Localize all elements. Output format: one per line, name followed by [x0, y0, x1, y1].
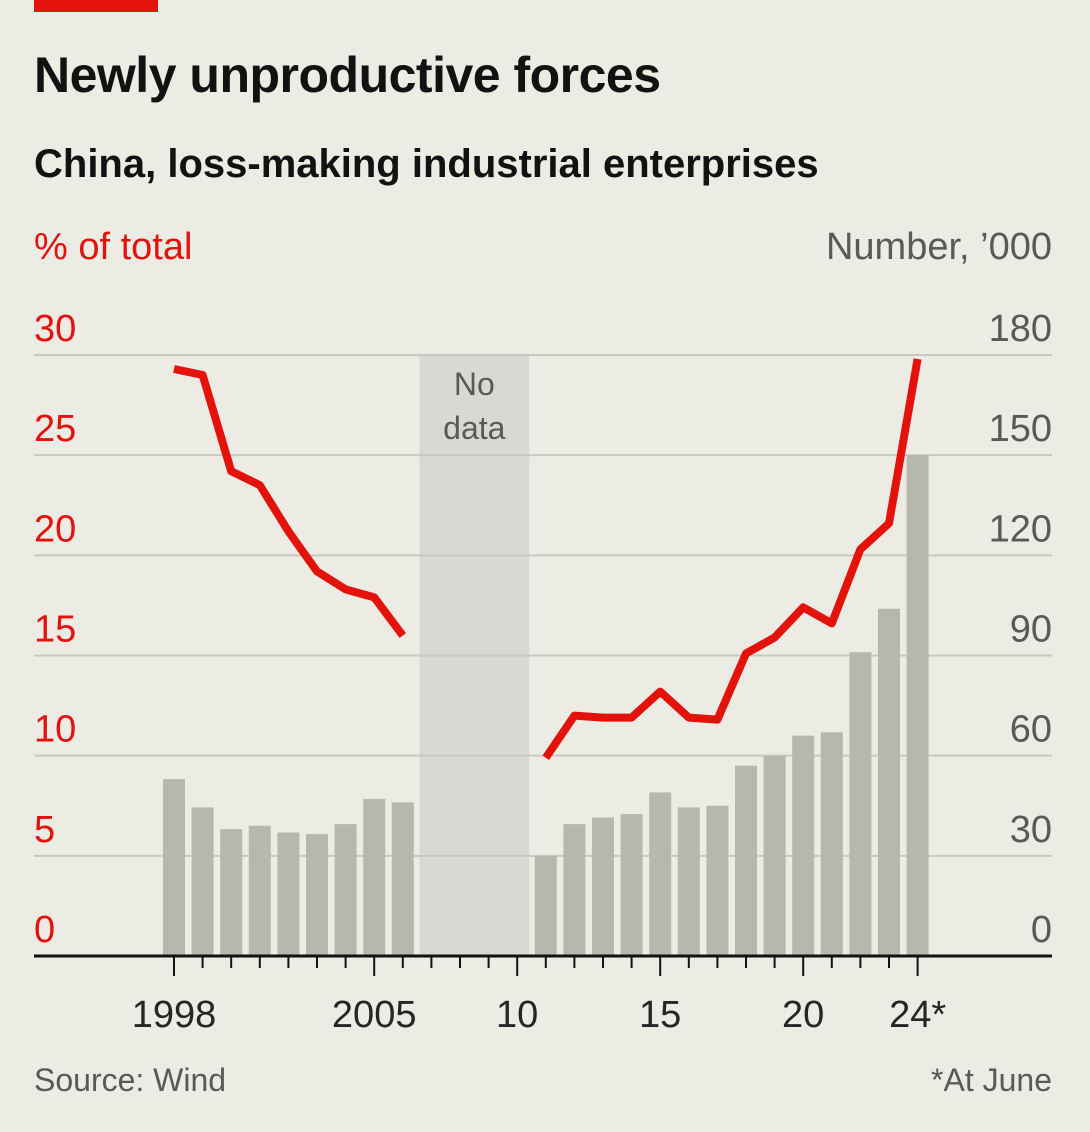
left-axis-tick-label: 10	[34, 709, 76, 751]
bar-2017	[706, 805, 729, 956]
bar-2011	[534, 855, 557, 956]
no-data-label: No	[454, 366, 495, 402]
left-axis-tick-label: 15	[34, 609, 76, 651]
right-axis-tick-label: 30	[1010, 809, 1052, 851]
bar-2020	[792, 735, 815, 956]
bar-2015	[649, 792, 672, 956]
bar-2024	[906, 455, 929, 956]
x-axis-tick-label: 15	[639, 994, 681, 1036]
chart-title: Newly unproductive forces	[34, 47, 661, 103]
x-axis-tick-label: 1998	[132, 994, 217, 1036]
source-note: Source: Wind	[34, 1062, 227, 1098]
bar-2002	[277, 832, 300, 956]
bar-2012	[563, 824, 586, 956]
brand-tag	[34, 0, 158, 12]
right-axis-tick-label: 60	[1010, 709, 1052, 751]
right-axis-unit: Number, ’000	[825, 226, 1052, 268]
x-axis-tick-label: 24*	[889, 994, 946, 1036]
right-axis-tick-label: 150	[989, 408, 1052, 450]
x-axis-tick-label: 10	[496, 994, 538, 1036]
chart-subtitle: China, loss-making industrial enterprise…	[34, 142, 819, 186]
right-axis-tick-label: 90	[1010, 609, 1052, 651]
share-line-segment-2	[542, 358, 922, 760]
bar-2006	[391, 802, 414, 956]
x-axis-tick-label: 20	[782, 994, 824, 1036]
right-axis-tick-label: 0	[1031, 909, 1052, 951]
right-axis-tick-label: 120	[989, 508, 1052, 550]
bar-1999	[191, 807, 214, 956]
left-axis-tick-label: 20	[34, 508, 76, 550]
bar-2019	[763, 755, 786, 956]
bar-2013	[592, 817, 614, 956]
bar-2004	[334, 824, 357, 956]
bar-2016	[677, 807, 700, 956]
bar-1998	[163, 779, 185, 956]
bar-2022	[849, 652, 872, 956]
bar-2005	[363, 799, 386, 956]
left-axis-tick-label: 5	[34, 809, 55, 851]
left-axis-tick-label: 30	[34, 308, 76, 350]
bar-2003	[306, 834, 328, 956]
bar-2021	[820, 732, 843, 956]
left-axis-tick-label: 0	[34, 909, 55, 951]
bar-2018	[735, 765, 757, 956]
right-axis-tick-label: 180	[989, 308, 1052, 350]
x-axis-tick-label: 2005	[332, 994, 417, 1036]
left-axis-unit: % of total	[34, 226, 193, 268]
footnote: *At June	[931, 1062, 1052, 1098]
bar-2023	[878, 608, 900, 956]
left-axis-tick-label: 25	[34, 408, 76, 450]
bar-2014	[620, 814, 643, 956]
bar-2001	[248, 825, 271, 956]
share-line-segment-1	[173, 365, 406, 638]
no-data-label: data	[443, 410, 505, 446]
bar-2000	[220, 829, 243, 956]
